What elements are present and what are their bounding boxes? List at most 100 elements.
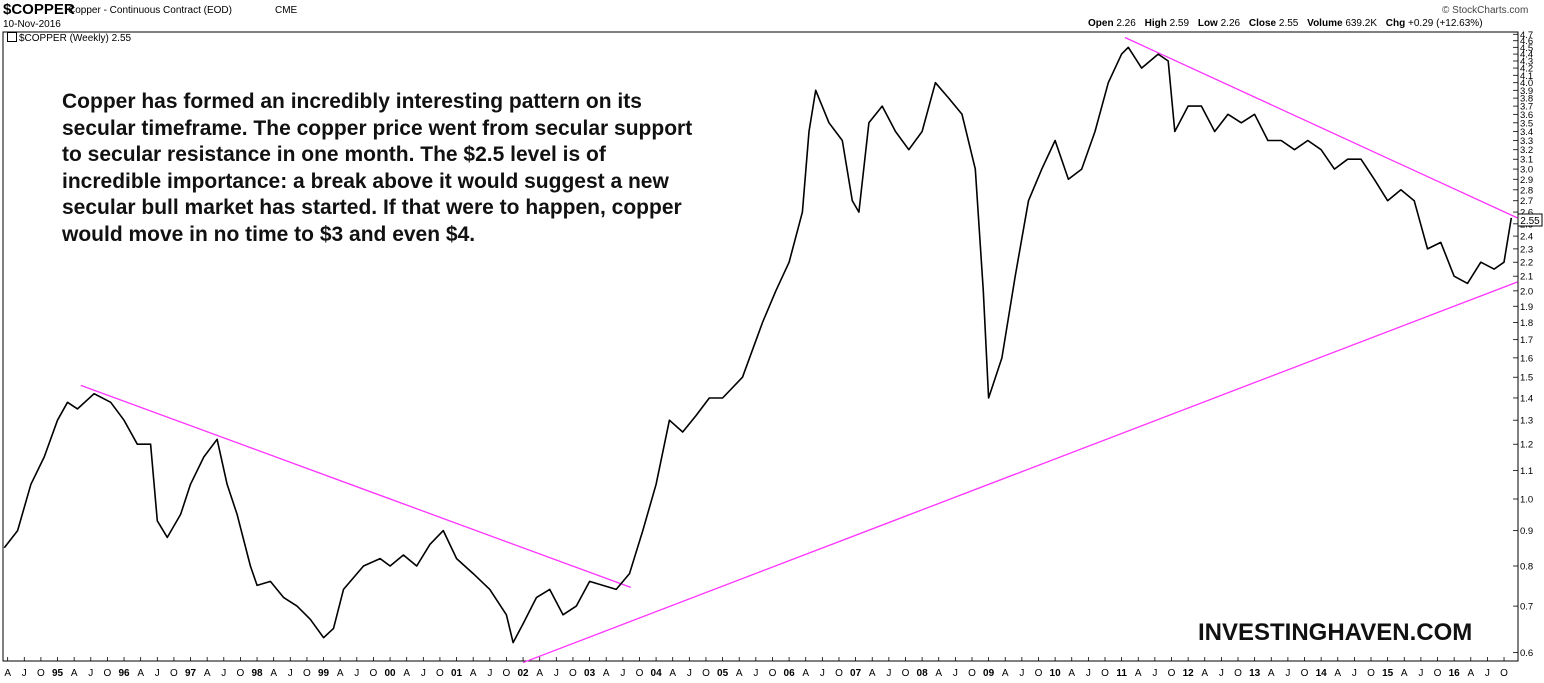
x-tick-label: A [669, 668, 676, 679]
high-stat: High 2.59 [1144, 18, 1190, 29]
trendline-1 [80, 384, 632, 589]
y-tick-label: 2.7 [1520, 196, 1533, 207]
y-tick-label: 1.9 [1520, 302, 1533, 313]
y-tick-label: 3.0 [1520, 165, 1533, 176]
x-tick-label: 05 [717, 668, 729, 679]
x-tick-label: 98 [251, 668, 263, 679]
x-tick-label: O [636, 668, 644, 679]
x-tick-label: 16 [1449, 668, 1461, 679]
x-tick-label: O [237, 668, 245, 679]
x-tick-label: 10 [1050, 668, 1062, 679]
y-tick-label: 0.9 [1520, 526, 1533, 537]
close-stat: Close 2.55 [1248, 18, 1299, 29]
y-tick-label: 2.3 [1520, 244, 1533, 255]
x-tick-label: O [769, 668, 777, 679]
y-tick-label: 0.7 [1520, 602, 1533, 613]
x-tick-label: J [753, 668, 758, 679]
x-tick-label: O [303, 668, 311, 679]
x-tick-label: A [1135, 668, 1142, 679]
x-tick-label: J [953, 668, 958, 679]
x-tick-label: 07 [850, 668, 862, 679]
symbol-description: Copper - Continuous Contract (EOD) [68, 5, 232, 16]
x-tick-label: J [1352, 668, 1357, 679]
x-tick-label: J [155, 668, 160, 679]
x-tick-label: 97 [185, 668, 197, 679]
y-tick-label: 4.3 [1520, 56, 1533, 67]
x-tick-label: A [1467, 668, 1474, 679]
x-tick-label: A [603, 668, 610, 679]
x-tick-label: A [869, 668, 876, 679]
y-tick-label: 2.2 [1520, 258, 1533, 269]
x-tick-label: A [736, 668, 743, 679]
x-tick-label: 95 [52, 668, 64, 679]
y-tick-label: 1.0 [1520, 494, 1533, 505]
x-tick-label: J [22, 668, 27, 679]
x-tick-label: O [1168, 668, 1176, 679]
y-tick-label: 3.1 [1520, 155, 1533, 166]
y-tick-label: 2.8 [1520, 185, 1533, 196]
x-tick-label: 08 [917, 668, 929, 679]
x-tick-label: O [1434, 668, 1442, 679]
x-tick-label: A [802, 668, 809, 679]
x-tick-label: A [204, 668, 211, 679]
x-tick-label: J [687, 668, 692, 679]
y-tick-label: 1.7 [1520, 335, 1533, 346]
x-tick-label: O [503, 668, 511, 679]
ohlc-summary: Open 2.26 High 2.59 Low 2.26 Close 2.55 … [1088, 18, 1489, 29]
y-axis: 0.6 0.7 0.8 0.9 1.0 1.1 1.2 1.3 1.4 1.5 1.6 1.7 1.8 1… [1513, 30, 1533, 659]
x-tick-label: O [968, 668, 976, 679]
x-tick-label: J [1485, 668, 1490, 679]
trendline-2 [1124, 36, 1518, 219]
plot-frame [2, 31, 1519, 662]
y-tick-label: 4.1 [1520, 71, 1533, 82]
x-tick-label: A [1068, 668, 1075, 679]
y-tick-label: 4.0 [1520, 78, 1533, 89]
x-tick-label: 96 [118, 668, 130, 679]
x-tick-label: J [620, 668, 625, 679]
x-tick-label: A [470, 668, 477, 679]
y-tick-label: 2.1 [1520, 272, 1533, 283]
x-tick-label: O [569, 668, 577, 679]
y-tick-label: 1.4 [1520, 393, 1533, 404]
x-tick-label: J [487, 668, 492, 679]
x-tick-label: J [88, 668, 93, 679]
x-tick-label: O [1234, 668, 1242, 679]
legend-marker-icon [7, 32, 17, 42]
y-tick-label: 4.4 [1520, 50, 1533, 61]
x-tick-label: J [820, 668, 825, 679]
x-tick-label: 12 [1183, 668, 1195, 679]
trendline-3 [522, 281, 1518, 664]
y-tick-label: 3.4 [1520, 127, 1533, 138]
x-tick-label: 15 [1382, 668, 1394, 679]
x-tick-label: A [270, 668, 277, 679]
x-tick-label: J [1019, 668, 1024, 679]
y-tick-label: 2.0 [1520, 286, 1533, 297]
y-tick-label: 1.5 [1520, 373, 1533, 384]
x-tick-label: A [1002, 668, 1009, 679]
x-tick-label: O [170, 668, 178, 679]
x-tick-label: J [1086, 668, 1091, 679]
x-tick-label: J [421, 668, 426, 679]
legend-label: $COPPER (Weekly) 2.55 [19, 33, 132, 44]
y-tick-label: 3.7 [1520, 102, 1533, 113]
y-tick-label: 1.8 [1520, 318, 1533, 329]
y-tick-label: 3.6 [1520, 110, 1533, 121]
last-price-label: 2.55 [1520, 216, 1540, 227]
x-tick-label: J [554, 668, 559, 679]
y-tick-label: 4.5 [1520, 43, 1533, 54]
x-tick-label: A [337, 668, 344, 679]
brand-label: © StockCharts.com [1442, 5, 1529, 16]
x-tick-label: A [1401, 668, 1408, 679]
watermark: INVESTINGHAVEN.COM [1198, 619, 1473, 646]
x-tick-label: 13 [1249, 668, 1261, 679]
y-tick-label: 4.2 [1520, 64, 1533, 75]
x-axis: A J O 95 A J O 96 A J O 97 A J O 98 A J O 99 A J O 00 A J O 01 A J O 02… [4, 657, 1508, 679]
x-tick-label: 01 [451, 668, 463, 679]
x-tick-label: A [1334, 668, 1341, 679]
exchange-label: CME [275, 5, 298, 16]
x-tick-label: A [71, 668, 78, 679]
x-tick-label: J [221, 668, 226, 679]
x-tick-label: O [1301, 668, 1309, 679]
y-tick-label: 1.6 [1520, 353, 1533, 364]
